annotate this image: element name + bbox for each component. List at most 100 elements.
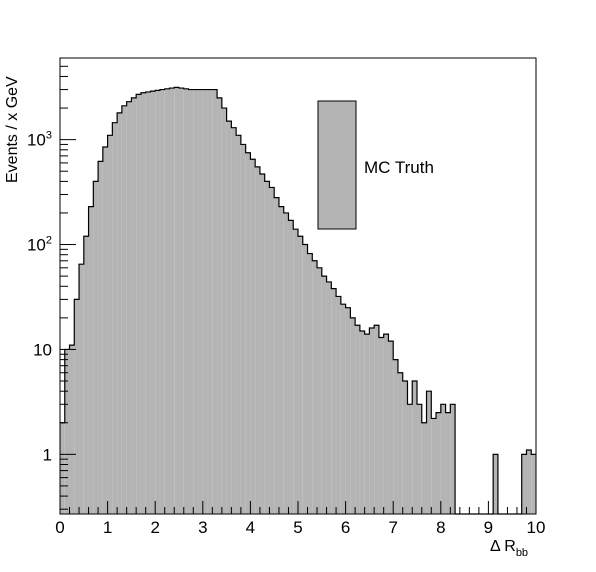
histogram-bar — [107, 135, 113, 514]
histogram-bar — [212, 89, 218, 515]
histogram-bar — [164, 88, 170, 514]
y-tick-label-base: 10 — [27, 131, 46, 150]
histogram-bar — [298, 236, 303, 515]
histogram-bar — [340, 304, 346, 514]
histogram-bar — [231, 127, 237, 514]
plot-area — [60, 86, 536, 515]
x-tick-label: 3 — [198, 518, 207, 537]
histogram-bar — [345, 307, 351, 514]
histogram-bar — [355, 325, 360, 514]
histogram-bar — [102, 147, 108, 514]
histogram-bar — [312, 260, 318, 514]
histogram-bar — [60, 422, 65, 514]
x-tick-label: 0 — [55, 518, 64, 537]
histogram-bar — [364, 334, 370, 514]
histogram-bar — [493, 454, 498, 514]
x-tick-label: 2 — [150, 518, 159, 537]
histogram-bar — [383, 334, 389, 514]
histogram-bar — [169, 88, 175, 514]
histogram-bar — [293, 229, 298, 514]
histogram-bar — [440, 404, 446, 514]
histogram-bar — [202, 89, 208, 515]
histogram-bar — [445, 412, 451, 514]
histogram-bar — [126, 101, 132, 514]
histogram-bar — [250, 159, 256, 514]
histogram-bar — [274, 197, 279, 514]
histogram-bar — [159, 89, 165, 515]
histogram-bar — [426, 391, 432, 514]
histogram-bar — [150, 91, 156, 514]
histogram-bar — [188, 89, 194, 515]
histogram-bar — [155, 90, 160, 514]
histogram-bar — [431, 418, 437, 514]
histogram-bar — [69, 345, 75, 514]
y-axis-title: Events / x GeV — [4, 76, 21, 183]
histogram-bar — [179, 88, 184, 514]
y-tick-label-base: 10 — [27, 236, 46, 255]
histogram-bar — [221, 108, 227, 515]
histogram-bar — [93, 181, 99, 514]
y-tick-label: 1 — [43, 445, 52, 464]
x-tick-label: 4 — [246, 518, 255, 537]
y-tick-label-base: 10 — [33, 340, 52, 359]
histogram-bar — [121, 105, 127, 515]
histogram-bar — [417, 404, 422, 514]
y-tick-label-exponent: 3 — [46, 130, 52, 142]
y-tick-label: 102 — [27, 235, 52, 255]
histogram-bar — [264, 181, 270, 514]
histogram-outline — [60, 86, 536, 515]
histogram-bar — [288, 220, 294, 514]
histogram-bar — [359, 330, 365, 514]
histogram-bar — [79, 264, 84, 514]
histogram-bar — [407, 404, 413, 514]
y-tick-label: 103 — [27, 130, 52, 150]
histogram-bar — [226, 121, 232, 514]
histogram-bar — [245, 152, 251, 514]
histogram-bar — [283, 212, 289, 514]
histogram-bar — [412, 381, 417, 514]
histogram-bar — [317, 267, 322, 514]
histogram-bar — [350, 317, 356, 514]
histogram-bar — [374, 325, 379, 514]
histogram-bar — [131, 97, 137, 515]
histogram-bar — [397, 372, 403, 514]
y-tick-label: 10 — [33, 340, 52, 359]
histogram-bar — [436, 412, 441, 514]
histogram-bar — [321, 276, 327, 514]
histogram-bar — [255, 166, 260, 515]
legend: MC Truth — [317, 100, 434, 230]
histogram-bar — [117, 112, 122, 514]
histogram-bar — [64, 349, 70, 514]
histogram-bar — [526, 450, 532, 514]
histogram-bar — [207, 89, 213, 515]
x-tick-label: 7 — [388, 518, 397, 537]
histogram-bar — [278, 206, 284, 515]
x-tick-label: 9 — [484, 518, 493, 537]
histogram-bar — [521, 454, 527, 514]
legend-label: MC Truth — [364, 158, 434, 177]
histogram-bar — [140, 92, 146, 514]
histogram-bar — [269, 187, 275, 514]
histogram-bar — [136, 94, 141, 514]
x-tick-label: 6 — [341, 518, 350, 537]
histogram-bar — [331, 288, 337, 514]
histogram-bar — [74, 299, 80, 514]
y-tick-label-base: 1 — [43, 445, 52, 464]
histogram-bar — [236, 135, 241, 514]
histogram-bar — [174, 87, 179, 515]
x-axis-title: Δ Rbb — [490, 538, 528, 559]
histogram-bar — [198, 89, 203, 515]
histogram-bar — [388, 341, 394, 514]
histogram-bar — [98, 161, 103, 514]
histogram-bar — [183, 88, 189, 514]
histogram-bar — [88, 206, 94, 515]
x-axis-title-subscript: bb — [516, 547, 528, 559]
x-tick-label: 10 — [527, 518, 546, 537]
histogram-bar — [240, 144, 246, 514]
x-tick-label: 1 — [103, 518, 112, 537]
histogram-bar — [302, 244, 308, 515]
x-axis-title-main: Δ R — [490, 538, 516, 555]
histogram-bar — [450, 404, 456, 514]
